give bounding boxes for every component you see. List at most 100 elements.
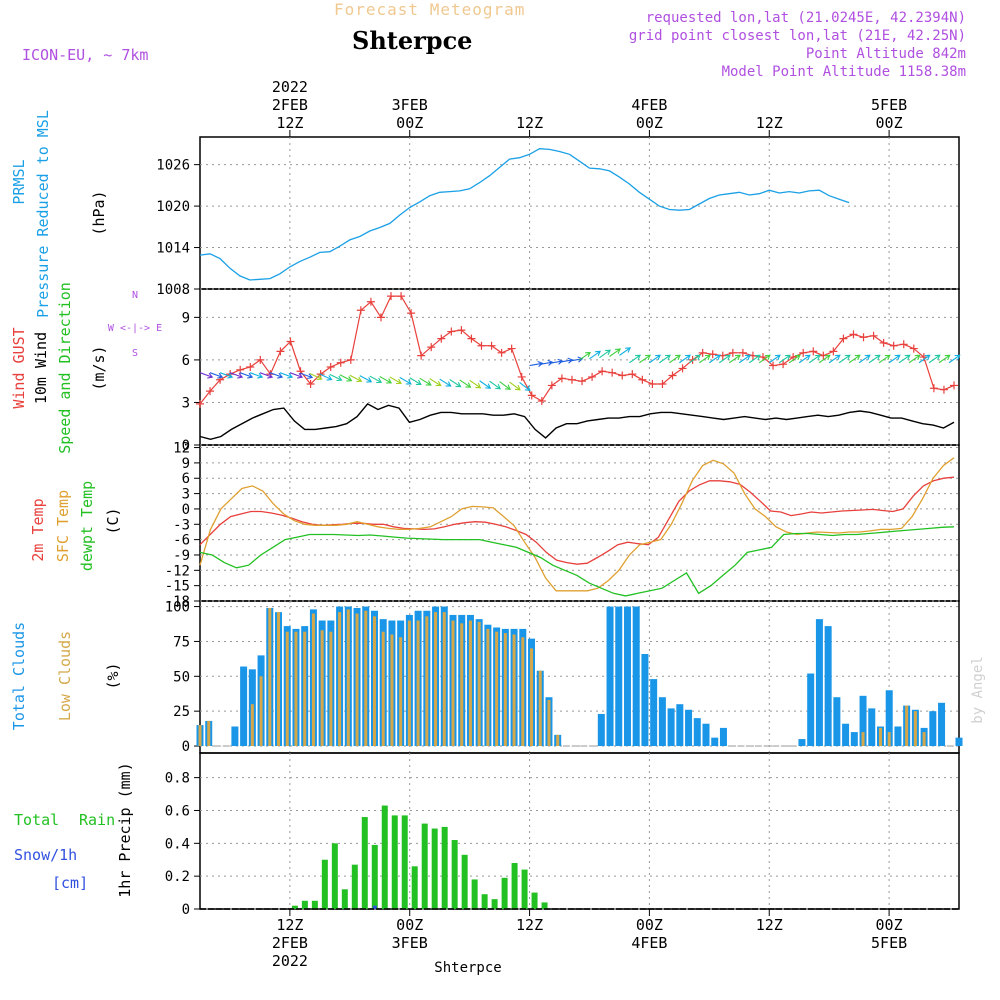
total-clouds-bar (615, 606, 623, 747)
pressure-unit: (hPa) (90, 190, 108, 235)
top-time-label: 12Z (756, 114, 783, 132)
wind-direction-arrowhead (754, 354, 761, 361)
wind-direction-arrow (748, 354, 761, 364)
low-clouds-bar (556, 734, 560, 747)
gust-marker (477, 341, 486, 350)
wind-direction-arrow (868, 354, 881, 364)
gust-marker (306, 380, 315, 389)
temp-label-dewpt: dewpt Temp (78, 481, 96, 571)
rain-bar (451, 840, 458, 909)
low-clouds-bar (521, 637, 525, 747)
wind-direction-arrowhead (217, 372, 224, 379)
wind-direction-arrowhead (514, 385, 521, 391)
wind-direction-arrow (948, 354, 960, 364)
clouds-ytick-label: 75 (173, 634, 190, 650)
low-clouds-bar (303, 631, 307, 747)
gust-marker (628, 370, 637, 379)
rain-bar (391, 815, 398, 909)
low-clouds-bar (486, 628, 490, 747)
gust-marker (738, 348, 747, 357)
wind-direction-arrow (219, 372, 233, 378)
wind-direction-arrow (609, 348, 621, 357)
precip-ytick-label: 0.6 (165, 803, 190, 819)
total-clouds-bar (824, 626, 832, 747)
wind-direction-arrow (888, 354, 901, 364)
total-clouds-bar (667, 708, 675, 747)
wind-direction-arrowhead (267, 372, 274, 379)
bottom-time-label: 12Z (756, 916, 783, 934)
wind-direction-arrowhead (954, 354, 961, 361)
precip-label-cm: [cm] (52, 874, 88, 892)
wind-direction-arrow (699, 354, 711, 364)
low-clouds-bar (442, 612, 446, 747)
low-clouds-bar (207, 720, 211, 747)
wind-direction-arrow (878, 354, 891, 364)
low-clouds-bar (311, 613, 315, 747)
wind-direction-arrow (838, 354, 851, 364)
gust-marker (336, 358, 345, 367)
wind-direction-arrowhead (346, 376, 353, 382)
wind-direction-arrow (419, 377, 432, 386)
wind-direction-arrow (579, 352, 591, 361)
wind-direction-arrowhead (804, 354, 811, 361)
top-time-label: 12Z (276, 114, 303, 132)
wind-direction-arrowhead (924, 354, 931, 361)
wind-direction-arrow (808, 354, 821, 364)
wind-direction-arrow (659, 354, 671, 364)
rain-bar (291, 905, 298, 909)
total-clouds-bar (606, 606, 614, 747)
wind-ytick-label: 3 (182, 395, 190, 411)
total-clouds-bar (641, 653, 649, 747)
wind-direction-arrow (269, 372, 283, 378)
rain-bar (371, 844, 378, 909)
total-clouds-bar (859, 695, 867, 747)
wind-direction-arrowhead (547, 359, 554, 366)
rain-bar (331, 843, 338, 909)
gust-marker (728, 348, 737, 357)
bottom-time-label: 5FEB (871, 934, 907, 952)
temp-ytick-label: 0 (182, 502, 190, 518)
clouds-ytick-label: 50 (173, 669, 190, 685)
wind-direction-arrow (928, 354, 941, 364)
wind-direction-arrowhead (904, 354, 911, 361)
rain-bar (341, 889, 348, 909)
gust-marker (407, 309, 416, 318)
temp-label-sfc: SFC Temp (54, 490, 72, 562)
wind-direction-arrow (858, 354, 871, 364)
gust-marker (648, 380, 657, 389)
wind-direction-arrowhead (585, 351, 592, 358)
wind-direction-arrow (559, 359, 573, 363)
total-clouds-bar (894, 726, 902, 747)
wind-label-gust: Wind GUST (10, 327, 28, 408)
wind-direction-arrowhead (814, 354, 821, 361)
gust-marker (467, 334, 476, 343)
gust-marker (909, 344, 918, 353)
low-clouds-bar (468, 620, 472, 747)
total-clouds-bar (685, 709, 693, 747)
low-clouds-bar (434, 612, 438, 747)
total-clouds-bar (807, 673, 815, 747)
wind-direction-arrow (679, 354, 691, 364)
wind-direction-arrowhead (824, 354, 831, 361)
wind-direction-arrowhead (834, 354, 841, 361)
gust-marker (950, 381, 959, 390)
top-time-label: 2FEB (272, 96, 308, 114)
wind-direction-arrowhead (356, 376, 363, 383)
gust-marker (417, 351, 426, 360)
gust-marker (547, 381, 556, 390)
total-clouds-bar (711, 737, 719, 747)
wind-unit: (m/s) (90, 345, 108, 390)
gust-marker (537, 397, 546, 406)
wind-direction-arrow (319, 373, 332, 381)
wind-direction-arrow (399, 376, 412, 385)
wind-direction-arrow (719, 354, 731, 364)
wind-direction-arrowhead (595, 350, 602, 357)
wind-direction-arrowhead (605, 349, 611, 355)
wind-direction-arrowhead (287, 372, 294, 379)
wind-direction-arrow (908, 354, 921, 364)
gust-marker (507, 344, 516, 353)
wind-direction-arrowhead (297, 372, 304, 379)
point-altitude: Point Altitude 842m (805, 46, 966, 62)
wind-direction-arrowhead (625, 347, 631, 353)
